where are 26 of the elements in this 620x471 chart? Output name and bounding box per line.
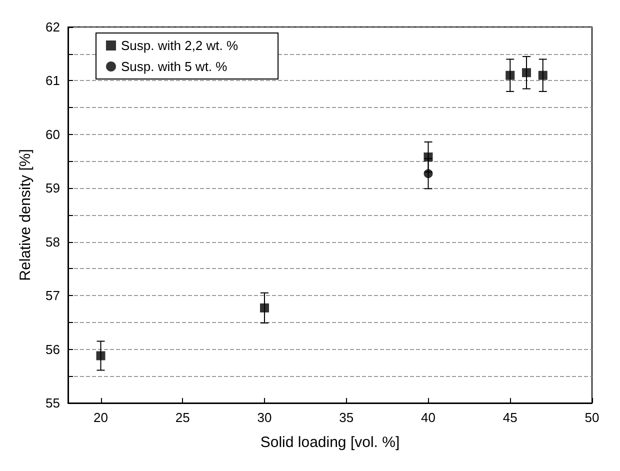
y-tick-label: 60	[46, 126, 60, 142]
y-tick-label: 57	[46, 288, 60, 304]
y-tick-label: 58	[46, 234, 60, 250]
x-tick-label: 50	[584, 410, 600, 425]
y-tick-label: 61	[46, 73, 60, 88]
y-axis-title: Relative density [%]	[17, 149, 34, 281]
x-tick-label: 35	[339, 410, 354, 425]
y-tick-label: 55	[46, 396, 60, 410]
point	[260, 303, 269, 312]
y-tick-label: 56	[46, 342, 60, 357]
x-tick-label: 30	[257, 410, 272, 425]
point	[96, 351, 106, 360]
point	[506, 70, 515, 80]
point	[522, 68, 531, 78]
y-tick-label: 62	[46, 20, 60, 34]
x-tick-label: 45	[502, 410, 518, 425]
point	[424, 152, 433, 162]
x-tick-label: 40	[421, 410, 436, 425]
x-axis-title: Solid loading [vol. %]	[260, 434, 400, 451]
point	[538, 70, 548, 80]
x-tick-label: 25	[175, 410, 190, 425]
legend-label: Susp. with 2,2 wt. %	[121, 38, 238, 53]
point	[424, 169, 433, 178]
y-tick-label: 59	[46, 180, 60, 196]
x-tick-label: 20	[94, 410, 108, 425]
legend-label: Susp. with 5 wt. %	[121, 59, 228, 74]
